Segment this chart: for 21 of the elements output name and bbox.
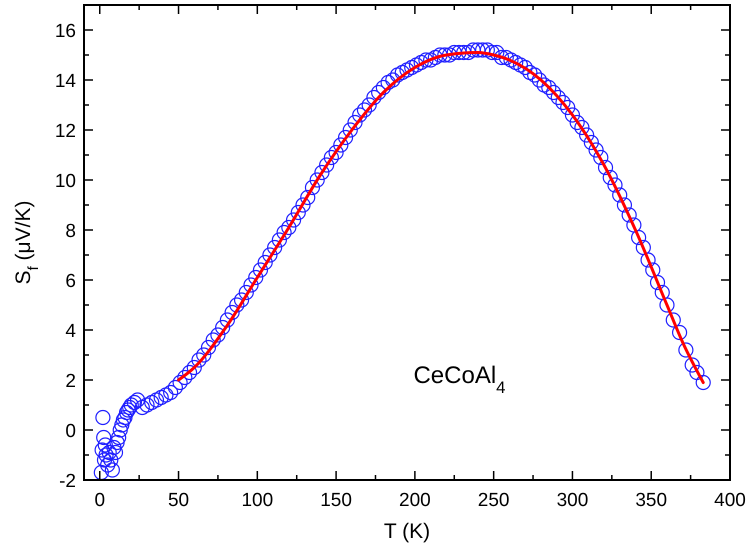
x-tick-label: 0 [94, 490, 106, 511]
x-tick-label: 250 [478, 490, 510, 511]
y-tick-label: -2 [59, 471, 76, 492]
x-tick-label: 100 [241, 490, 274, 511]
y-tick-label: 16 [54, 21, 76, 42]
y-tick-label: 10 [54, 171, 76, 192]
y-tick-label: 4 [65, 321, 76, 342]
y-tick-label: 12 [54, 121, 76, 142]
y-tick-label: 2 [65, 371, 76, 392]
y-tick-label: 6 [65, 271, 76, 292]
annotation: CeCoAl$_{4}$ [413, 362, 506, 396]
y-tick-label: 14 [54, 71, 76, 92]
x-tick-label: 400 [714, 490, 746, 511]
x-tick-label: 150 [320, 490, 352, 511]
x-tick-label: 200 [399, 490, 431, 511]
y-tick-label: 8 [65, 221, 76, 242]
x-tick-label: 350 [635, 490, 668, 511]
x-tick-label: 300 [556, 490, 588, 511]
x-axis-title: T (K) [384, 520, 430, 543]
y-tick-label: 0 [65, 421, 76, 442]
x-tick-label: 50 [168, 490, 190, 511]
